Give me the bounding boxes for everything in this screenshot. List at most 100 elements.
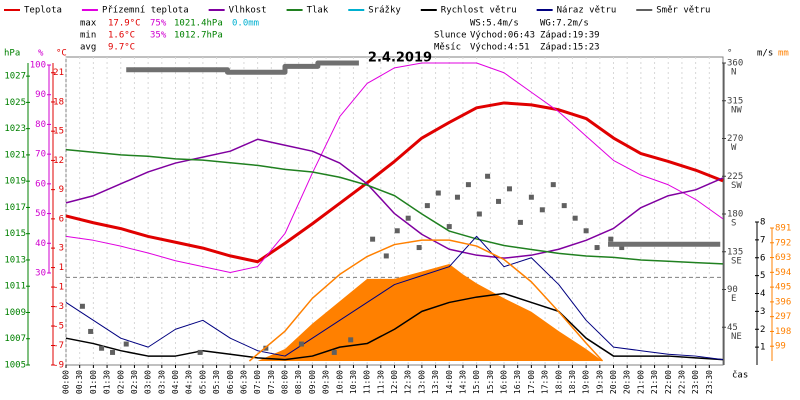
axis-title: °: [727, 49, 732, 59]
direction-point: [550, 182, 556, 188]
x-tick-label: 07:30: [267, 370, 276, 394]
y-tick-label: 1021: [4, 150, 26, 160]
x-tick-label: 22:30: [677, 370, 686, 394]
y-tick-label: 40: [35, 239, 46, 249]
direction-point: [110, 349, 116, 355]
x-tick-label: 00:30: [75, 370, 84, 394]
direction-point: [476, 211, 482, 217]
direction-point: [619, 245, 625, 251]
legend-label: Teplota: [24, 6, 62, 16]
compass-label: SE: [731, 256, 742, 266]
y-tick-label: 495: [775, 283, 791, 293]
y-tick-label: 1023: [4, 124, 26, 134]
x-tick-label: 02:00: [116, 370, 125, 394]
x-tick-label: 17:00: [527, 370, 536, 394]
direction-point: [394, 228, 400, 234]
x-tick-label: 15:30: [486, 370, 495, 394]
direction-point: [383, 253, 389, 259]
x-tick-label: 02:30: [130, 370, 139, 394]
y-tick-label: 70: [35, 150, 46, 160]
direction-point: [263, 345, 269, 351]
x-tick-label: 03:00: [144, 370, 153, 394]
direction-point: [594, 245, 600, 251]
y-tick-label: 9: [59, 185, 64, 195]
legend-label: Rychlost větru: [441, 6, 517, 16]
x-tick-label: 19:00: [582, 370, 591, 394]
compass-label: SW: [731, 181, 742, 191]
direction-point: [528, 194, 534, 200]
x-tick-label: 09:00: [308, 370, 317, 394]
y-tick-label: 45: [727, 323, 738, 333]
y-tick-label: 2: [760, 325, 765, 335]
stat-label: avg: [80, 43, 96, 53]
stat-value: 35%: [150, 31, 167, 41]
y-tick-label: 100: [30, 61, 46, 71]
y-tick-label: 225: [727, 172, 743, 182]
x-tick-label: 12:30: [404, 370, 413, 394]
sun-label: Slunce: [434, 31, 467, 41]
stat-value: 1.6°C: [108, 31, 135, 41]
compass-label: N: [731, 68, 736, 78]
y-tick-label: 891: [775, 224, 791, 234]
direction-point: [416, 245, 422, 251]
x-tick-label: 18:00: [554, 370, 563, 394]
stat-value: 1012.7hPa: [174, 31, 223, 41]
y-tick-label: 30: [35, 269, 46, 279]
direction-point: [370, 236, 376, 242]
stat-value: 17.9°C: [108, 19, 141, 29]
y-tick-label: 90: [35, 90, 46, 100]
y-tick-label: -3: [53, 302, 64, 312]
x-tick-label: 15:00: [472, 370, 481, 394]
x-tick-label: 20:30: [623, 370, 632, 394]
direction-point: [485, 173, 491, 179]
wind-stat: WS:5.4m/s: [470, 19, 519, 29]
direction-point: [99, 345, 105, 351]
compass-label: NW: [731, 105, 742, 115]
axis-title: mm: [778, 49, 789, 59]
x-tick-label: 17:30: [541, 370, 550, 394]
x-tick-label: 13:30: [431, 370, 440, 394]
y-tick-label: 594: [775, 268, 791, 278]
y-tick-label: 3: [760, 307, 765, 317]
y-tick-label: 99: [775, 342, 786, 352]
y-tick-label: 1027: [4, 72, 26, 82]
legend-label: Tlak: [307, 6, 329, 16]
y-tick-label: -5: [53, 322, 64, 332]
y-tick-label: 270: [727, 134, 743, 144]
y-tick-label: 693: [775, 253, 791, 263]
x-tick-label: 23:30: [705, 370, 714, 394]
x-tick-label: 20:00: [609, 370, 618, 394]
direction-point: [331, 349, 337, 355]
x-tick-label: 09:30: [322, 370, 331, 394]
y-tick-label: 1: [59, 263, 64, 273]
stat-value: 0.0mm: [232, 19, 259, 29]
x-tick-label: 00:00: [62, 370, 71, 394]
stat-label: min: [80, 31, 96, 41]
direction-point: [123, 341, 129, 347]
x-tick-label: 18:30: [568, 370, 577, 394]
x-tick-label: 04:00: [171, 370, 180, 394]
x-tick-label: 11:00: [363, 370, 372, 394]
direction-point: [298, 341, 304, 347]
y-tick-label: 198: [775, 327, 791, 337]
sun-rise: Východ:06:43: [470, 31, 535, 41]
x-tick-label: 14:00: [445, 370, 454, 394]
x-tick-label: 19:30: [595, 370, 604, 394]
y-tick-label: 1011: [4, 282, 26, 292]
compass-label: E: [731, 294, 736, 304]
legend-label: Směr větru: [656, 6, 710, 16]
x-tick-label: 16:30: [513, 370, 522, 394]
x-tick-label: 08:00: [281, 370, 290, 394]
y-tick-label: 8: [760, 218, 765, 228]
direction-point: [435, 190, 441, 196]
y-tick-label: -9: [53, 361, 64, 371]
legend-label: Přízemní teplota: [102, 6, 189, 16]
direction-point: [517, 219, 523, 225]
x-axis-label: čas: [732, 370, 748, 381]
series-line: [65, 235, 724, 361]
y-tick-label: 6: [760, 253, 765, 263]
y-tick-label: 1005: [4, 361, 26, 371]
direction-point: [405, 215, 411, 221]
x-tick-label: 05:00: [198, 370, 207, 394]
moon-set: Západ:15:23: [540, 43, 600, 53]
